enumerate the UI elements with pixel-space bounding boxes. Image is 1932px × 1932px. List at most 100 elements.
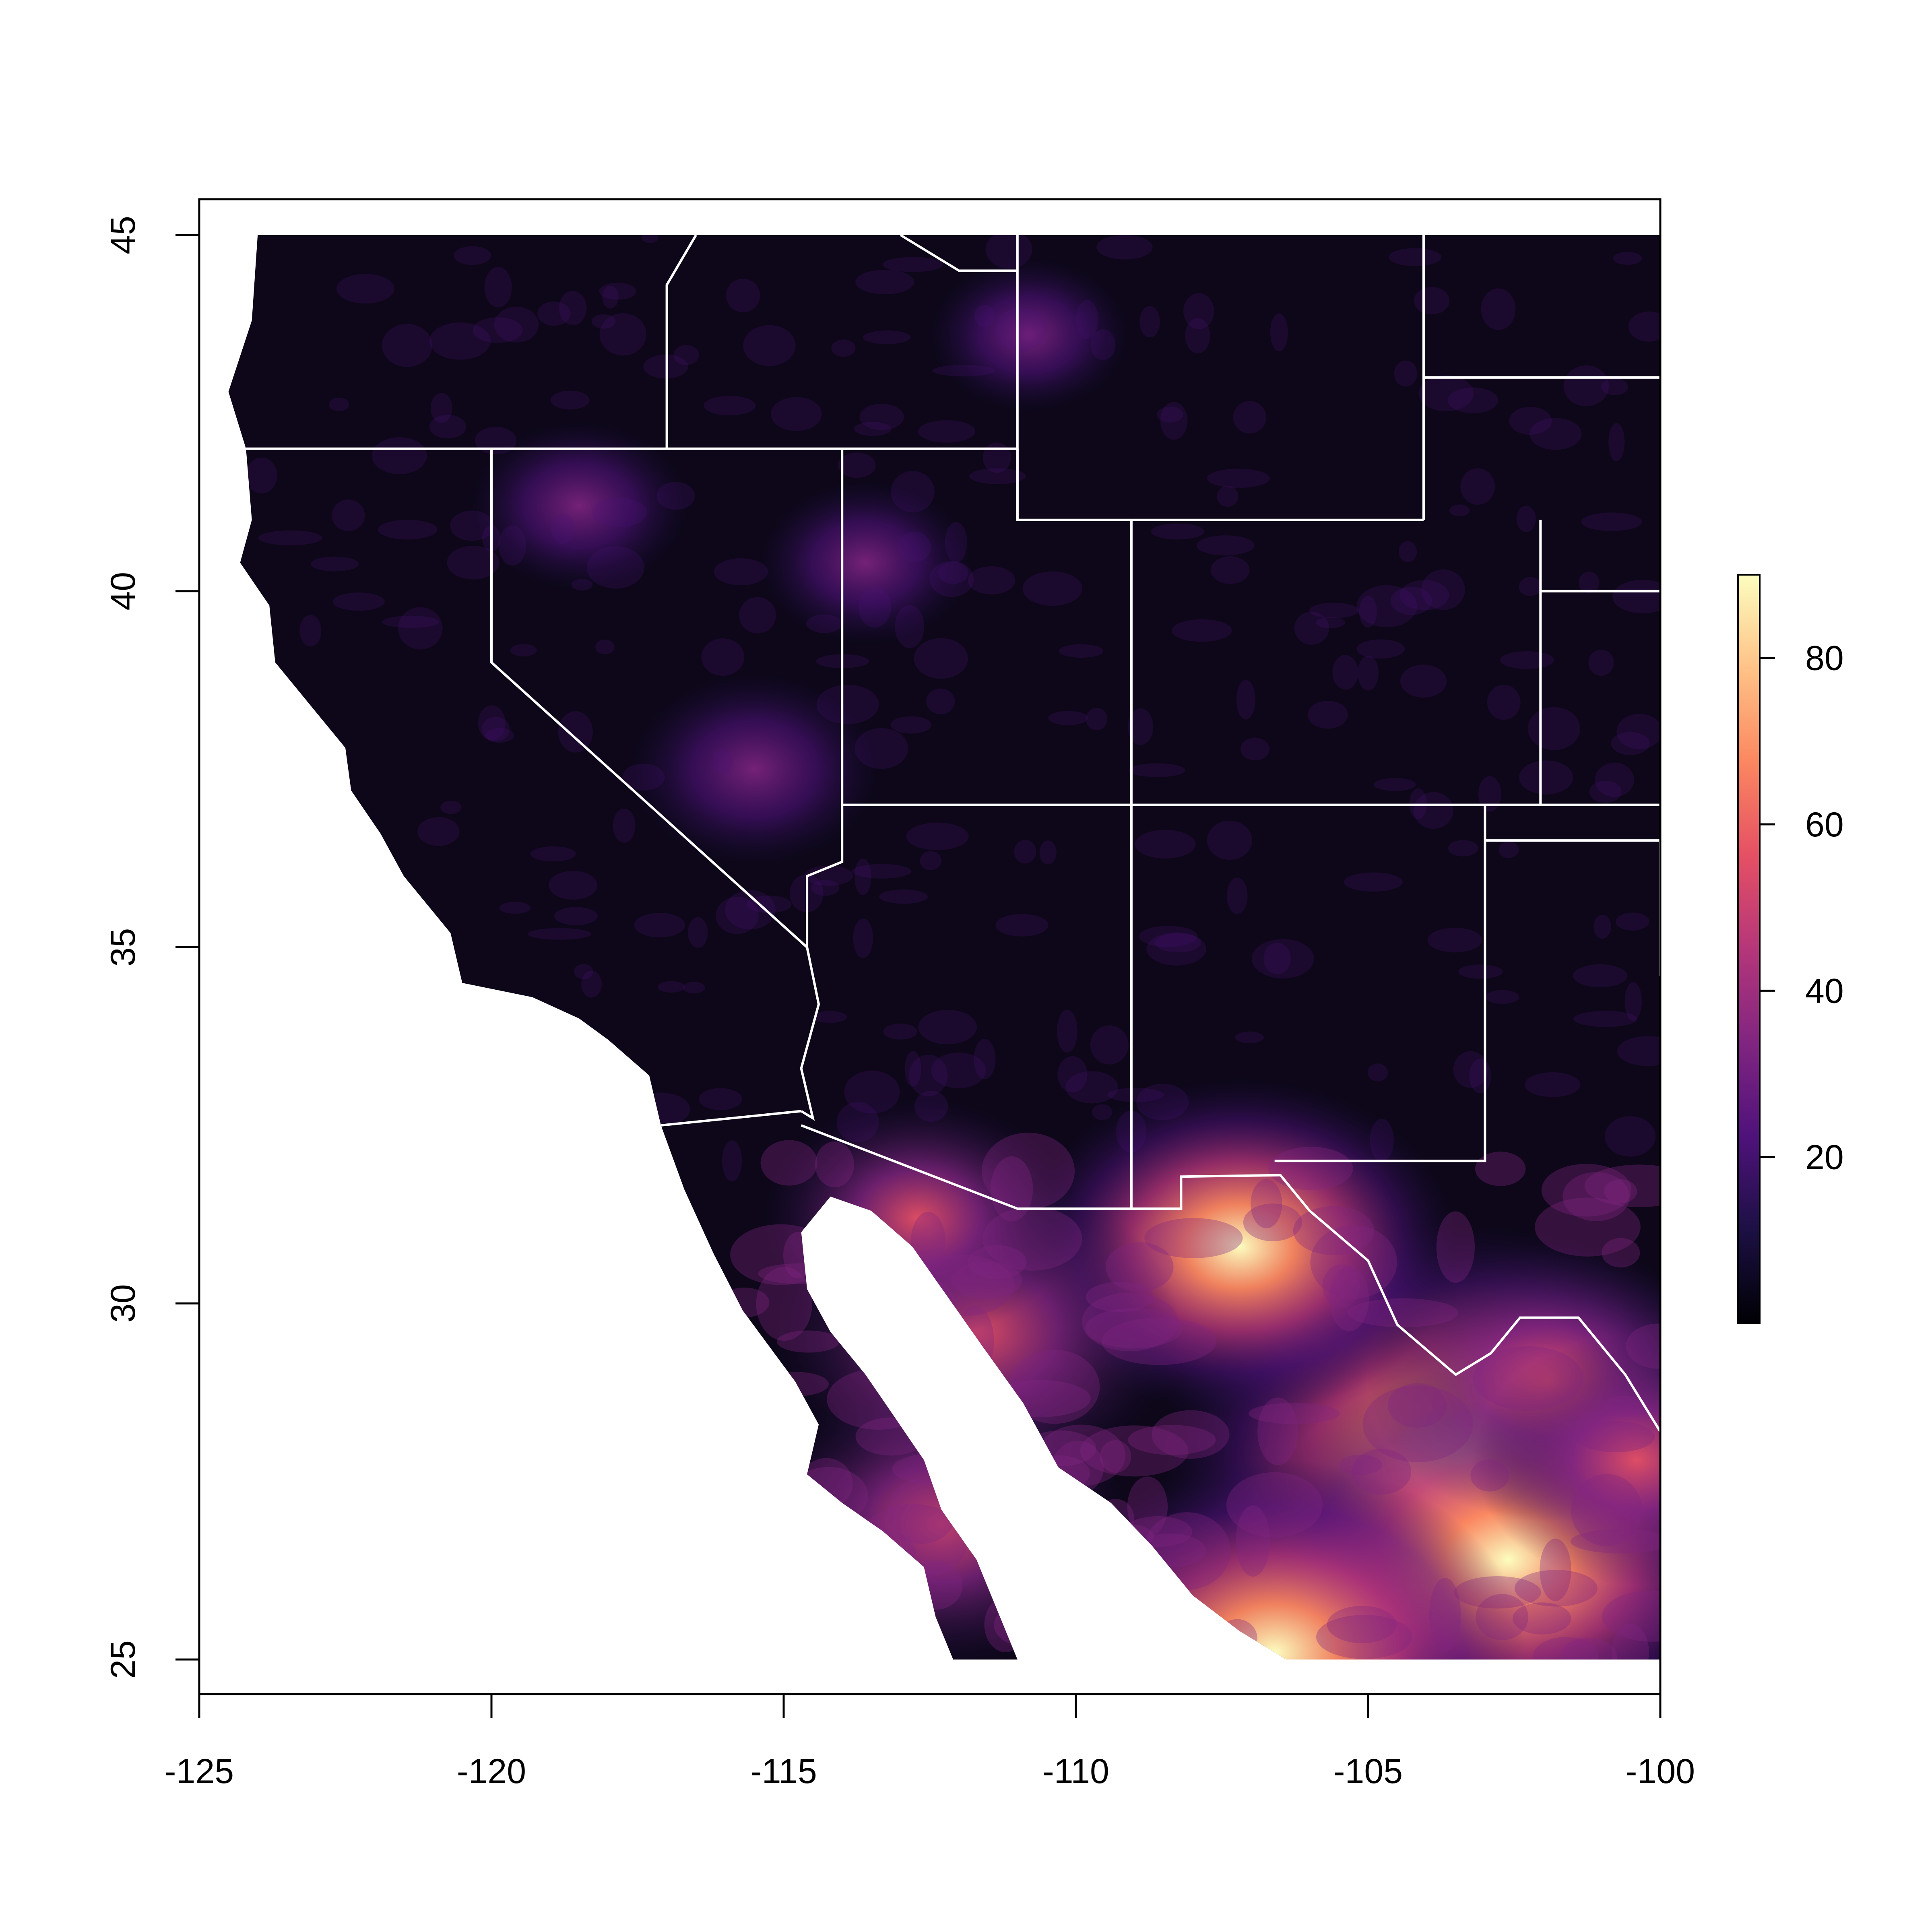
texture-patch	[1129, 763, 1186, 777]
texture-patch	[895, 605, 925, 648]
texture-patch	[1513, 1602, 1571, 1635]
texture-patch	[859, 1504, 968, 1579]
texture-patch	[1076, 300, 1098, 339]
texture-patch	[478, 705, 506, 741]
texture-patch	[974, 1039, 996, 1080]
texture-patch	[450, 510, 494, 541]
texture-patch	[307, 1542, 409, 1565]
texture-patch	[863, 330, 911, 344]
texture-patch	[1356, 639, 1405, 659]
texture-patch	[622, 764, 665, 791]
texture-patch	[1150, 1633, 1181, 1660]
texture-patch	[1039, 840, 1057, 865]
colorbar-tick-label: 20	[1805, 1138, 1844, 1177]
texture-patch	[228, 1164, 290, 1186]
texture-patch	[428, 1429, 486, 1463]
texture-patch	[537, 301, 571, 326]
texture-patch	[911, 1212, 945, 1271]
texture-patch	[1105, 1242, 1174, 1292]
texture-patch	[1448, 840, 1478, 857]
texture-patch	[630, 1092, 690, 1126]
texture-patch	[1469, 1059, 1491, 1094]
texture-patch	[1394, 360, 1418, 387]
texture-patch	[897, 1612, 941, 1660]
texture-patch	[530, 846, 576, 862]
x-tick-label: -110	[1042, 1752, 1109, 1791]
texture-patch	[1359, 596, 1377, 628]
texture-patch	[599, 283, 637, 300]
texture-patch	[812, 1011, 847, 1023]
texture-patch	[1581, 512, 1642, 531]
texture-patch	[440, 801, 462, 814]
texture-patch	[1308, 700, 1348, 729]
texture-patch	[985, 235, 1032, 268]
texture-patch	[1573, 1011, 1637, 1027]
texture-patch	[1628, 311, 1660, 342]
texture-patch	[1541, 1164, 1632, 1217]
texture-patch	[447, 545, 500, 580]
texture-patch	[671, 1495, 760, 1526]
texture-patch	[452, 1595, 488, 1617]
texture-patch	[289, 1358, 332, 1389]
texture-patch	[1235, 1031, 1264, 1044]
texture-patch	[1563, 1172, 1630, 1221]
texture-patch	[891, 471, 935, 512]
texture-patch	[764, 1372, 829, 1397]
texture-patch	[1624, 982, 1642, 1021]
texture-patch	[453, 246, 491, 265]
texture-patch	[859, 404, 904, 430]
texture-patch	[228, 1373, 291, 1407]
texture-patch	[1207, 469, 1270, 488]
texture-patch	[1080, 1425, 1189, 1477]
texture-patch	[968, 1245, 1027, 1279]
texture-patch	[854, 422, 892, 436]
texture-patch	[370, 1377, 427, 1401]
texture-patch	[1398, 541, 1417, 562]
texture-patch	[228, 256, 257, 276]
texture-patch	[370, 1018, 433, 1036]
texture-patch	[1576, 1421, 1655, 1453]
texture-patch	[1171, 619, 1232, 642]
texture-patch	[982, 1133, 1075, 1210]
texture-patch	[1249, 1403, 1340, 1424]
texture-patch	[991, 1156, 1033, 1222]
texture-patch	[811, 879, 840, 896]
texture-patch	[315, 1492, 360, 1515]
texture-patch	[698, 1088, 743, 1110]
colorbar-ticks: 20 40 60 80	[1760, 639, 1844, 1177]
texture-patch	[592, 497, 647, 527]
texture-patch	[657, 981, 685, 993]
texture-patch	[1418, 375, 1474, 411]
texture-patch	[235, 1150, 277, 1201]
hotspot	[469, 421, 689, 590]
texture-patch	[559, 1308, 654, 1337]
texture-patch	[1217, 486, 1238, 507]
texture-patch	[1370, 1119, 1394, 1162]
texture-patch	[245, 840, 296, 873]
texture-patch	[246, 457, 277, 494]
texture-patch	[1009, 1350, 1100, 1424]
texture-patch	[1347, 1298, 1458, 1327]
texture-patch	[292, 1552, 354, 1602]
texture-patch	[1390, 586, 1432, 615]
texture-patch	[387, 1205, 472, 1267]
texture-patch	[1475, 1152, 1526, 1186]
texture-patch	[566, 1047, 596, 1080]
texture-patch	[724, 890, 776, 930]
texture-patch	[1236, 679, 1255, 720]
texture-patch	[1251, 1179, 1282, 1228]
texture-patch	[846, 1284, 943, 1319]
texture-patch	[1146, 1634, 1216, 1660]
texture-patch	[1460, 468, 1495, 505]
texture-patch	[1356, 585, 1417, 627]
texture-patch	[1519, 577, 1542, 596]
texture-patch	[918, 420, 976, 443]
texture-patch	[415, 1397, 468, 1445]
texture-patch	[1540, 1538, 1571, 1601]
texture-patch	[318, 1343, 416, 1371]
texture-patch	[294, 778, 353, 803]
colorbar: 20 40 60 80	[1737, 574, 1844, 1324]
texture-patch	[1352, 1449, 1412, 1495]
texture-patch	[1616, 714, 1660, 749]
texture-patch	[1096, 235, 1153, 260]
